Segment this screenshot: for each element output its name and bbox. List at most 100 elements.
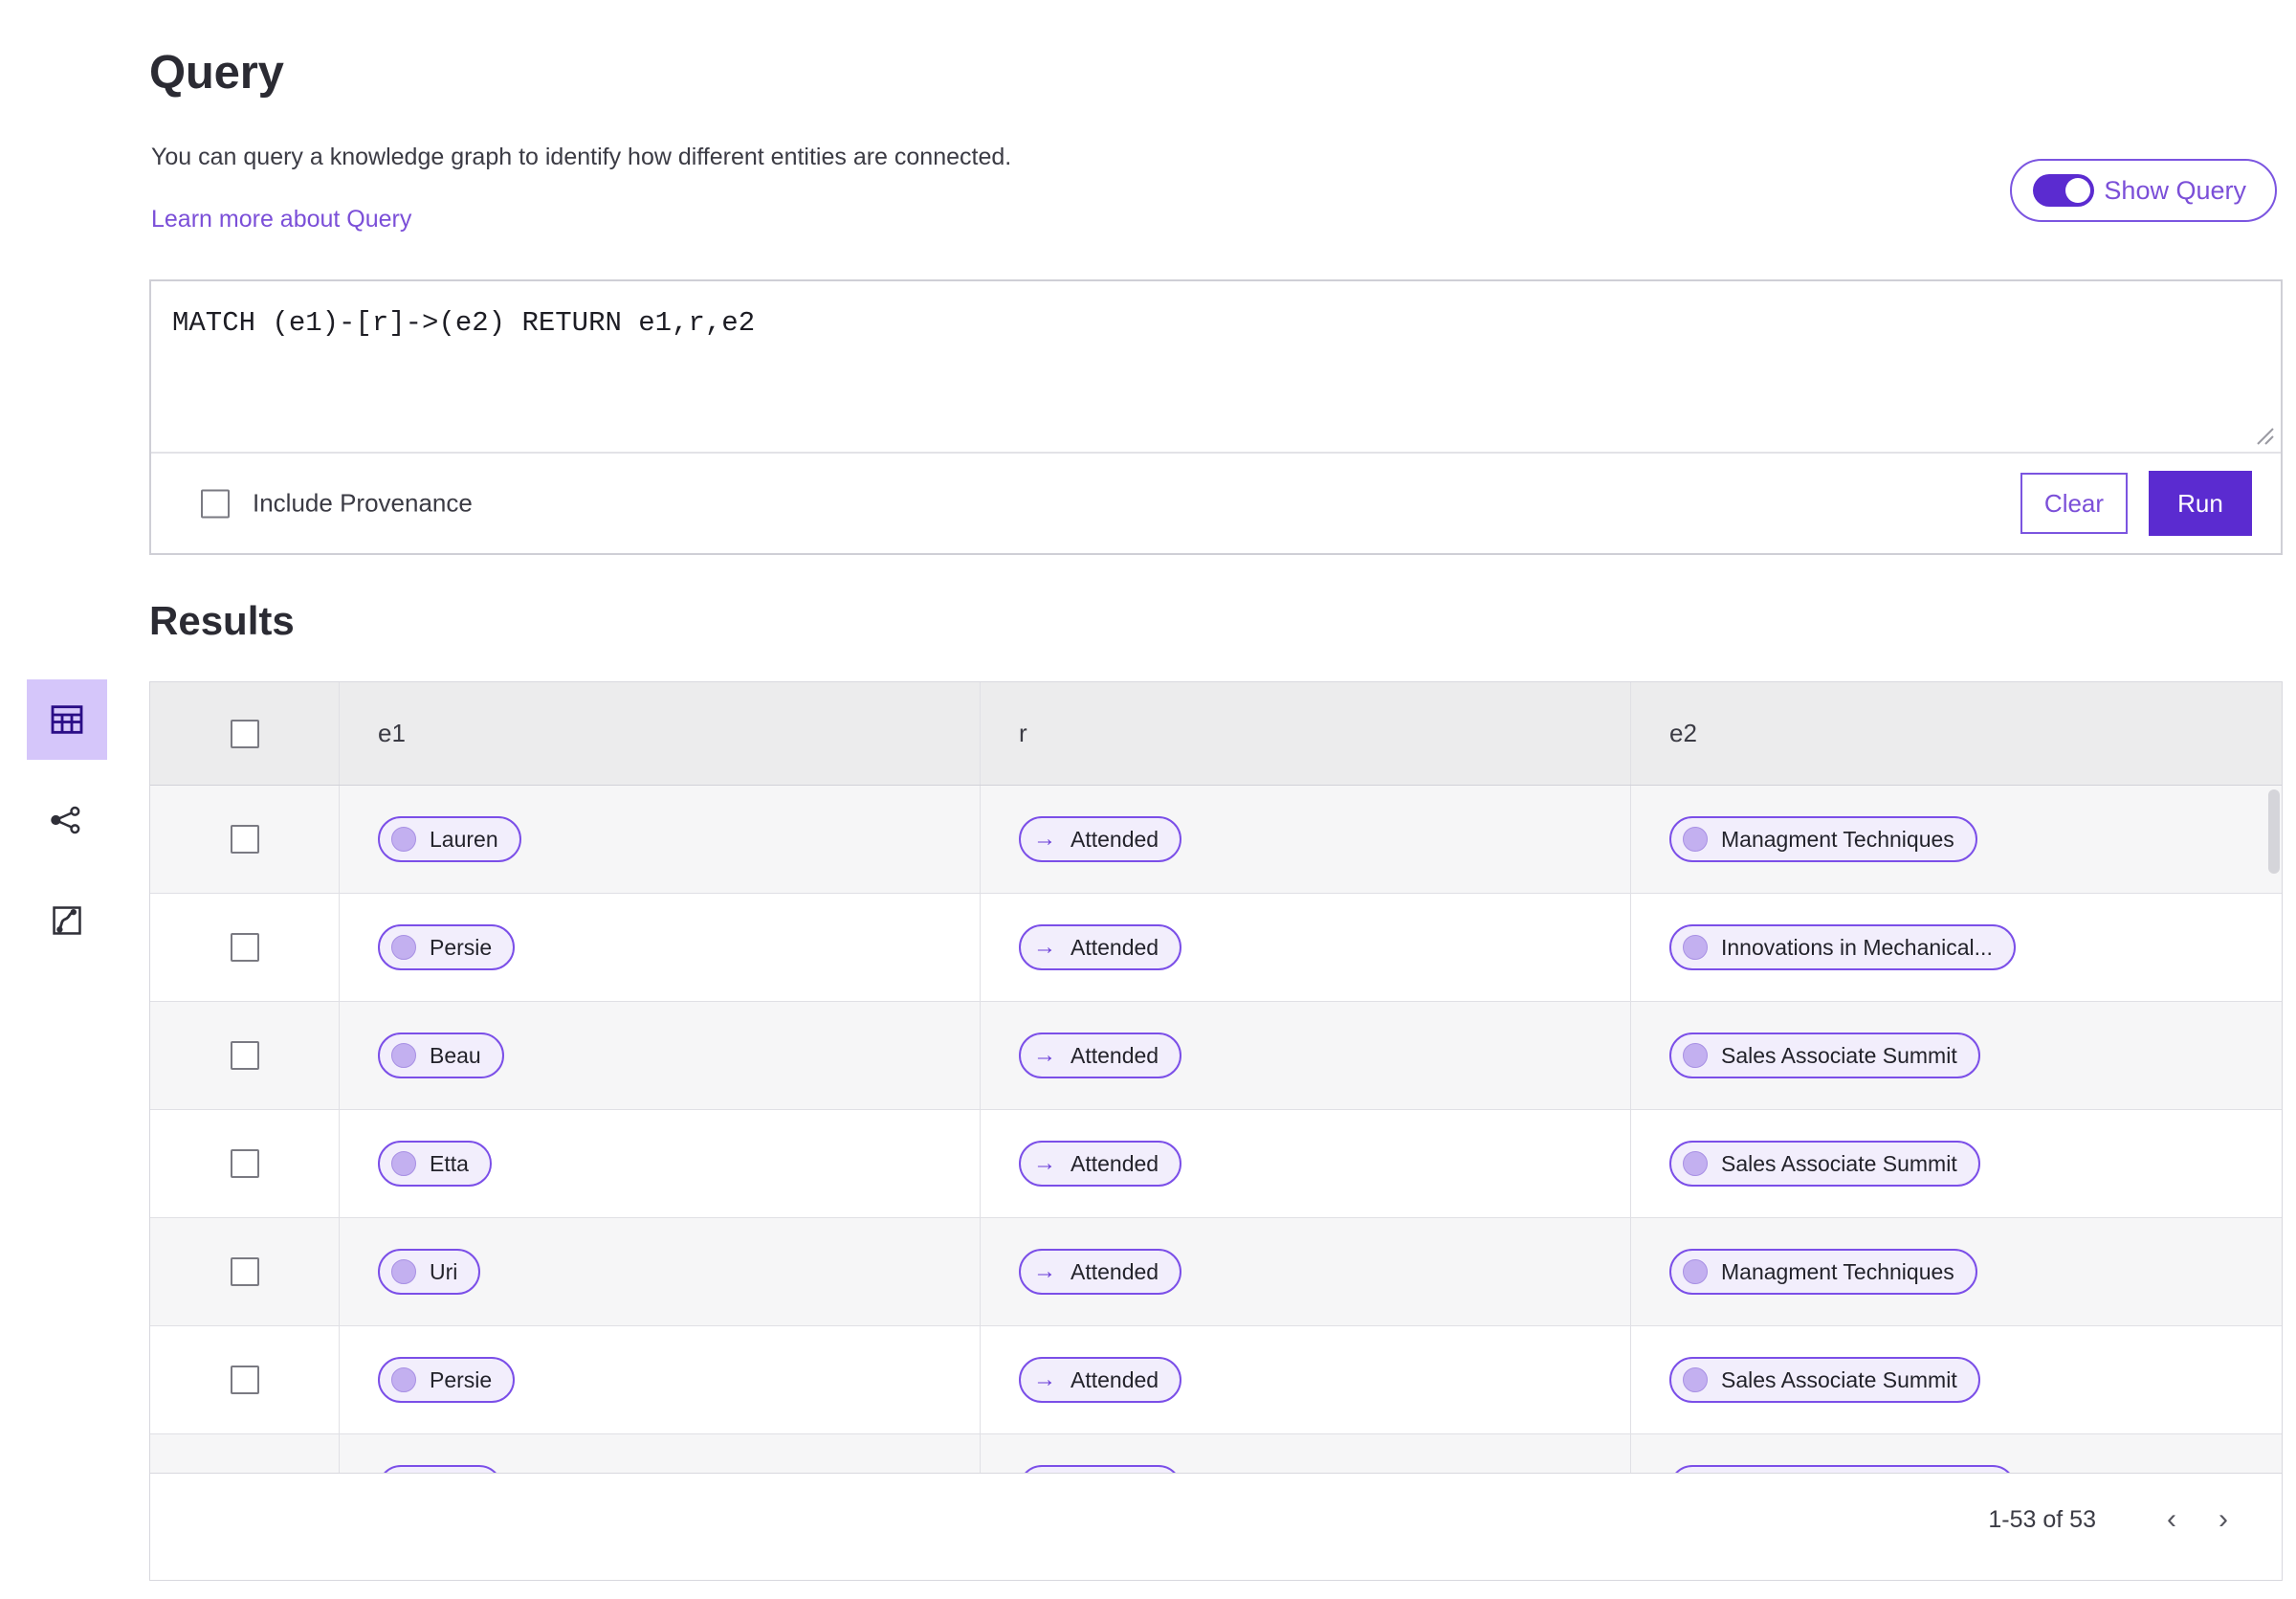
scrollbar-thumb[interactable]	[2268, 789, 2280, 874]
entity-e1-cell: Persie	[340, 1326, 981, 1433]
entity-e2-cell: Managment Techniques	[1631, 1218, 2264, 1325]
entity-e1-chip[interactable]: Uri	[378, 1249, 481, 1295]
checkbox-box[interactable]	[201, 489, 230, 518]
entity-e1-chip[interactable]: Persie	[378, 1357, 516, 1403]
relationship-r-chip[interactable]: →Attended	[1019, 1249, 1182, 1295]
entity-e1-chip[interactable]: Persie	[378, 924, 516, 970]
run-button[interactable]: Run	[2149, 471, 2252, 536]
row-select-cell[interactable]	[150, 1218, 340, 1325]
chip-label: Beau	[430, 1042, 481, 1068]
relationship-r-cell: → Attended	[981, 1326, 1631, 1433]
entity-dot-icon	[1683, 1367, 1708, 1392]
entity-e2-chip[interactable]: Managment Techniques	[1669, 1249, 1977, 1295]
select-all-checkbox[interactable]	[230, 719, 259, 748]
entity-dot-icon	[1683, 935, 1708, 960]
table-row[interactable]: Etta → Attended Sales Associate Summit	[150, 1110, 2282, 1218]
arrow-icon: →	[1033, 934, 1056, 960]
entity-dot-icon	[1683, 827, 1708, 852]
entity-e1-chip[interactable]: Beau	[378, 1033, 504, 1078]
textarea-resize-handle[interactable]	[2252, 423, 2275, 446]
chip-label: Persie	[430, 934, 493, 960]
graph-nodes-icon	[48, 801, 86, 839]
row-checkbox[interactable]	[230, 1041, 259, 1070]
entity-e2-chip[interactable]: Sales Associate Summit	[1669, 1141, 1980, 1187]
entity-e1-chip[interactable]: Etta	[378, 1141, 492, 1187]
entity-e2-chip[interactable]: Innovations in Mechanical...	[1669, 1465, 2016, 1473]
include-provenance-checkbox[interactable]: Include Provenance	[201, 489, 473, 519]
column-header-r[interactable]: r	[981, 682, 1631, 785]
arrow-icon: →	[1033, 1366, 1056, 1392]
learn-more-link[interactable]: Learn more about Query	[151, 206, 412, 233]
column-header-e1[interactable]: e1	[340, 682, 981, 785]
relationship-r-chip[interactable]: → Attended	[1019, 816, 1182, 862]
arrow-icon: →	[1033, 1258, 1056, 1284]
entity-e2-cell: Innovations in Mechanical...	[1631, 1434, 2264, 1473]
toggle-track[interactable]	[2033, 174, 2095, 207]
table-body: Lauren → Attended Managment Techniques Persi…	[150, 786, 2282, 1473]
entity-e1-cell: Uri	[340, 1218, 981, 1325]
relationship-r-cell: → Attended	[981, 1218, 1631, 1325]
entity-e1-cell: Etta	[340, 1110, 981, 1217]
query-input[interactable]	[170, 302, 2242, 423]
entity-e1-chip[interactable]: Larry	[378, 1465, 503, 1473]
arrow-icon: →	[1033, 826, 1056, 852]
row-select-cell[interactable]	[150, 894, 340, 1001]
entity-dot-icon	[391, 827, 416, 852]
table-row[interactable]: Persie → Attended Sales Associate Summit	[150, 1326, 2282, 1434]
table-row[interactable]: Uri → Attended Managment Techniques	[150, 1218, 2282, 1326]
next-page-button[interactable]: ›	[2197, 1499, 2249, 1541]
table-row[interactable]: Beau → Attended Sales Associate Summit	[150, 1002, 2282, 1110]
entity-dot-icon	[391, 1367, 416, 1392]
query-panel: Include Provenance Clear Run	[149, 279, 2283, 555]
row-select-cell[interactable]	[150, 1434, 340, 1473]
arrow-icon: →	[1033, 1150, 1056, 1176]
rail-item-map-view[interactable]	[27, 880, 107, 961]
select-all-cell[interactable]	[150, 682, 340, 785]
chip-label: Lauren	[430, 826, 498, 852]
rail-item-graph-view[interactable]	[27, 780, 107, 860]
row-checkbox[interactable]	[230, 933, 259, 962]
column-header-e2[interactable]: e2	[1631, 682, 2264, 785]
show-query-toggle[interactable]: Show Query	[2010, 159, 2277, 222]
relationship-r-chip[interactable]: →Attended	[1019, 924, 1182, 970]
relationship-r-chip[interactable]: →Attended	[1019, 1465, 1182, 1473]
row-checkbox[interactable]	[230, 825, 259, 854]
row-checkbox[interactable]	[230, 1257, 259, 1286]
table-row[interactable]: Lauren → Attended Managment Techniques	[150, 786, 2282, 894]
entity-e2-cell: Sales Associate Summit	[1631, 1110, 2264, 1217]
row-select-cell[interactable]	[150, 1326, 340, 1433]
entity-dot-icon	[1683, 1259, 1708, 1284]
entity-dot-icon	[391, 1151, 416, 1176]
chip-label: Sales Associate Summit	[1721, 1042, 1957, 1068]
row-select-cell[interactable]	[150, 786, 340, 893]
row-checkbox[interactable]	[230, 1366, 259, 1394]
prev-page-button[interactable]: ‹	[2146, 1499, 2197, 1541]
entity-e2-chip[interactable]: Sales Associate Summit	[1669, 1033, 1980, 1078]
pagination: 1-53 of 53 ‹ ›	[1988, 1499, 2249, 1541]
column-label: e1	[378, 719, 406, 747]
chip-label: Attended	[1071, 1042, 1159, 1068]
relationship-r-chip[interactable]: →Attended	[1019, 1357, 1182, 1403]
table-scrollbar[interactable]	[2268, 786, 2280, 1473]
table-row[interactable]: Larry →Attended Innovations in Mechanical.…	[150, 1434, 2282, 1473]
entity-e2-chip[interactable]: Managment Techniques	[1669, 816, 1977, 862]
table-row[interactable]: Persie → Attended Innovations in Mechanical…	[150, 894, 2282, 1002]
main-content: Query You can query a knowledge graph to…	[149, 0, 2296, 1599]
entity-dot-icon	[1683, 1151, 1708, 1176]
entity-e1-chip[interactable]: Lauren	[378, 816, 521, 862]
chip-label: Uri	[430, 1258, 458, 1284]
row-select-cell[interactable]	[150, 1002, 340, 1109]
row-select-cell[interactable]	[150, 1110, 340, 1217]
clear-button[interactable]: Clear	[2020, 473, 2128, 534]
row-checkbox[interactable]	[230, 1149, 259, 1178]
entity-e2-cell: Sales Associate Summit	[1631, 1002, 2264, 1109]
rail-item-table-view[interactable]	[27, 679, 107, 760]
relationship-r-chip[interactable]: →Attended	[1019, 1033, 1182, 1078]
entity-e2-cell: Innovations in Mechanical...	[1631, 894, 2264, 1001]
relationship-r-chip[interactable]: →Attended	[1019, 1141, 1182, 1187]
entity-e2-chip[interactable]: Sales Associate Summit	[1669, 1357, 1980, 1403]
chip-label: Sales Associate Summit	[1721, 1150, 1957, 1176]
chip-label: Attended	[1071, 826, 1159, 852]
relationship-r-cell: → Attended	[981, 1002, 1631, 1109]
entity-e2-chip[interactable]: Innovations in Mechanical...	[1669, 924, 2016, 970]
